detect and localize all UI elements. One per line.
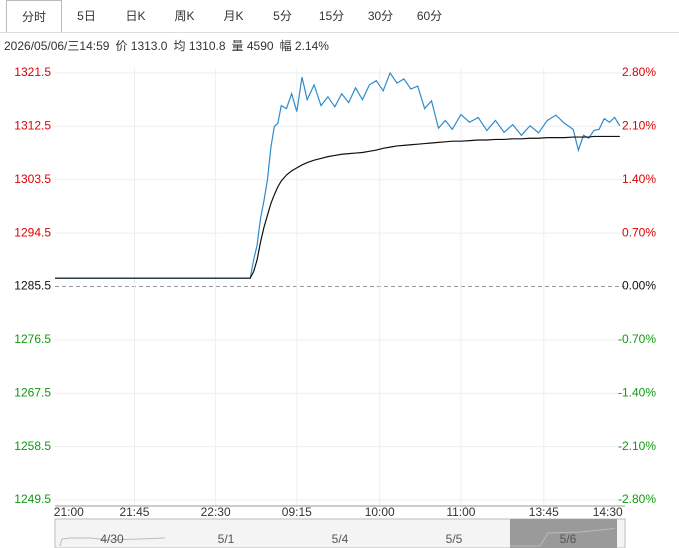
navigator-label: 5/6: [560, 532, 577, 546]
navigator-label: 5/5: [446, 532, 463, 546]
series-line: [55, 135, 620, 279]
y-tick-label: 1303.5: [14, 172, 51, 186]
y2-tick-label: -1.40%: [618, 385, 656, 399]
y2-tick-label: 1.40%: [622, 172, 656, 186]
info-item: 价 1313.0: [115, 39, 168, 53]
tab[interactable]: 月K: [223, 9, 244, 23]
y-tick-label: 1258.5: [14, 439, 51, 453]
navigator-label: 4/30: [100, 532, 124, 546]
tab[interactable]: 分时: [6, 0, 62, 32]
tab[interactable]: 15分: [318, 9, 345, 23]
tab[interactable]: 日K: [125, 9, 146, 23]
x-tick-label: 14:30: [593, 505, 623, 519]
y2-tick-label: -0.70%: [618, 332, 656, 346]
tab[interactable]: 周K: [174, 9, 195, 23]
navigator-selection[interactable]: [510, 519, 617, 548]
y2-tick-label: 0.70%: [622, 225, 656, 239]
y-tick-label: 1249.5: [14, 492, 51, 506]
y-tick-label: 1267.5: [14, 385, 51, 399]
info-item: 均 1310.8: [173, 39, 226, 53]
series-line: [55, 71, 621, 279]
info-item: 量 4590: [231, 39, 274, 53]
x-tick-label: 11:00: [446, 505, 475, 519]
y-tick-label: 1285.5: [14, 279, 51, 293]
info-line: 2026/05/06/三14:59 价 1313.0 均 1310.8 量 4590 幅…: [4, 37, 335, 54]
tab-bar: 分时 5日 日K 周K 月K 5分 15分 30分 60分: [0, 0, 679, 33]
y2-tick-label: -2.10%: [618, 439, 656, 453]
tab[interactable]: 5日: [77, 9, 96, 23]
x-tick-label: 22:30: [201, 505, 231, 519]
y2-tick-label: 2.10%: [622, 119, 656, 133]
y2-tick-label: 0.00%: [622, 279, 656, 293]
x-tick-label: 21:45: [119, 505, 149, 519]
tab[interactable]: 30分: [367, 9, 394, 23]
y-tick-label: 1276.5: [14, 332, 51, 346]
info-item: 幅 2.14%: [279, 39, 329, 53]
navigator-label: 5/4: [332, 532, 349, 546]
tab[interactable]: 60分: [416, 9, 443, 23]
y-tick-label: 1312.5: [14, 119, 51, 133]
y2-tick-label: 2.80%: [622, 65, 656, 79]
x-tick-label: 09:15: [282, 505, 312, 519]
x-tick-label: 10:00: [365, 505, 395, 519]
x-tick-label: 21:00: [54, 505, 84, 519]
y-tick-label: 1321.5: [14, 65, 51, 79]
y2-tick-label: -2.80%: [618, 492, 656, 506]
y-tick-label: 1294.5: [14, 225, 51, 239]
info-item: 2026/05/06/三14:59: [4, 39, 110, 53]
navigator-line: [59, 527, 616, 547]
tab[interactable]: 5分: [273, 9, 292, 23]
x-tick-label: 13:45: [529, 505, 559, 519]
navigator-label: 5/1: [218, 532, 235, 546]
